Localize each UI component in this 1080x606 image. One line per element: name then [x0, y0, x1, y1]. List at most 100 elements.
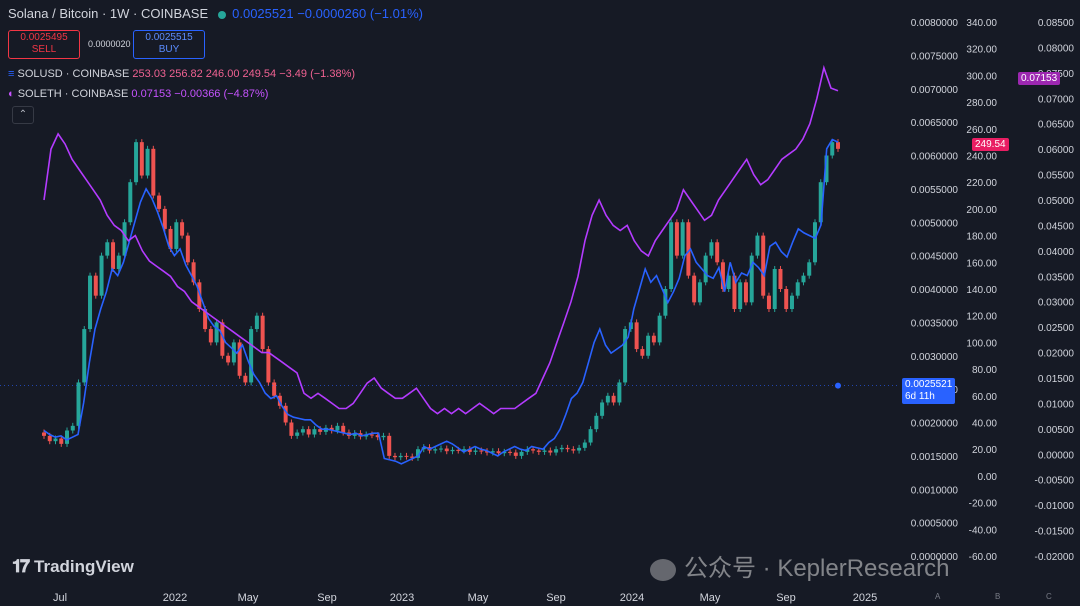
candle — [70, 425, 75, 431]
candle — [335, 425, 340, 431]
candle — [295, 432, 300, 436]
price-tick: -40.00 — [969, 525, 998, 536]
price-tick: 0.06500 — [1038, 120, 1075, 131]
candle — [795, 282, 800, 296]
candle — [318, 429, 323, 432]
price-tick: 120.00 — [966, 312, 997, 323]
candle — [738, 282, 743, 310]
time-tick: Sep — [546, 592, 566, 604]
price-tick: 0.0005000 — [911, 519, 959, 530]
price-tick: 80.00 — [972, 365, 997, 376]
candle — [439, 448, 443, 450]
candle — [502, 451, 507, 454]
candle — [260, 315, 265, 350]
candle — [249, 329, 254, 383]
price-tick: 180.00 — [966, 232, 997, 243]
candle — [697, 282, 702, 303]
candle — [818, 182, 823, 223]
candle — [312, 429, 317, 435]
price-tick: 0.01000 — [1038, 399, 1075, 410]
candle — [496, 451, 501, 454]
candle — [565, 447, 570, 450]
price-tick: 140.00 — [966, 285, 997, 296]
candle — [571, 449, 576, 451]
axis-corner-a[interactable]: A — [935, 592, 941, 601]
symbol-legend[interactable]: Solana / Bitcoin · 1W · COINBASE 0.002552… — [8, 6, 423, 21]
candle — [778, 268, 783, 289]
overlay-values: 0.07153 −0.00366 (−4.87%) — [131, 88, 269, 100]
time-tick: 2024 — [620, 592, 644, 604]
price-tick: 0.01500 — [1038, 374, 1075, 385]
candle — [743, 282, 748, 303]
candle — [519, 451, 524, 456]
price-tick: 280.00 — [966, 98, 997, 109]
bar-countdown: 6d 11h — [905, 391, 935, 402]
price-tick: 0.0055000 — [911, 185, 959, 196]
candle — [554, 449, 559, 453]
candle — [473, 450, 478, 452]
candle — [47, 435, 52, 442]
candle — [513, 452, 518, 456]
candle — [548, 450, 553, 453]
price-tick: -0.01000 — [1035, 501, 1075, 512]
candle — [157, 195, 162, 209]
time-tick: 2025 — [853, 592, 877, 604]
symbol-title: Solana / Bitcoin · 1W · COINBASE — [8, 6, 209, 21]
candle — [76, 382, 81, 426]
candle — [600, 402, 605, 416]
candle — [663, 289, 668, 316]
candle — [444, 448, 449, 452]
candle — [404, 455, 409, 457]
time-tick: 2023 — [390, 592, 414, 604]
candle — [807, 262, 812, 276]
solusd-icon: ≡ — [8, 68, 15, 80]
solbtc-candles — [42, 139, 840, 461]
price-tick: -0.01500 — [1035, 527, 1075, 538]
candle — [410, 456, 415, 458]
buy-button[interactable]: 0.0025515 BUY — [133, 30, 205, 59]
candle — [611, 395, 616, 403]
candle — [617, 382, 622, 403]
candle — [784, 289, 789, 310]
soleth-price-axis: 0.085000.080000.075000.070000.065000.060… — [1035, 18, 1075, 563]
price-tick: 0.00000 — [1038, 450, 1075, 461]
candle — [59, 438, 64, 444]
axis-corner-b[interactable]: B — [995, 592, 1001, 601]
candle — [462, 449, 467, 451]
sell-price: 0.0025495 — [20, 32, 68, 43]
candle — [329, 427, 334, 431]
candle — [151, 148, 156, 196]
time-tick: May — [700, 592, 721, 604]
candle — [761, 235, 766, 296]
watermark: 公众号 · KeplerResearch — [650, 548, 949, 583]
candle — [162, 208, 167, 229]
candle — [139, 142, 144, 176]
candle — [836, 142, 840, 149]
tradingview-logo: 𝟏𝟕 TradingView — [12, 556, 134, 576]
candle — [381, 435, 386, 438]
buy-price: 0.0025515 — [145, 32, 193, 43]
candle — [789, 295, 794, 310]
candle — [651, 335, 656, 343]
price-tick: 0.03500 — [1038, 272, 1075, 283]
axis-corner-c[interactable]: C — [1046, 592, 1052, 601]
sell-button[interactable]: 0.0025495 SELL — [8, 30, 80, 59]
price-tick: 200.00 — [966, 205, 997, 216]
candle — [254, 315, 259, 330]
candle — [456, 449, 461, 451]
candle — [686, 222, 691, 276]
candle — [111, 242, 116, 269]
overlay-legend-soleth[interactable]: ◐ SOLETH · COINBASE 0.07153 −0.00366 (−4… — [8, 88, 268, 100]
price-tick: 0.06000 — [1038, 145, 1075, 156]
candle — [220, 322, 225, 356]
collapse-legend-button[interactable]: ⌃ — [12, 106, 34, 124]
candle — [674, 222, 679, 256]
candle — [490, 451, 495, 453]
solusd-price-axis: 340.00 320.00 300.00 280.00 260.00 240.00 220.… — [966, 18, 997, 563]
price-tick: 0.0030000 — [911, 352, 959, 363]
buy-label: BUY — [158, 44, 180, 55]
candle — [168, 228, 173, 249]
overlay-legend-solusd[interactable]: ≡ SOLUSD · COINBASE 253.03 256.82 246.00… — [8, 68, 355, 80]
candle — [65, 430, 70, 444]
